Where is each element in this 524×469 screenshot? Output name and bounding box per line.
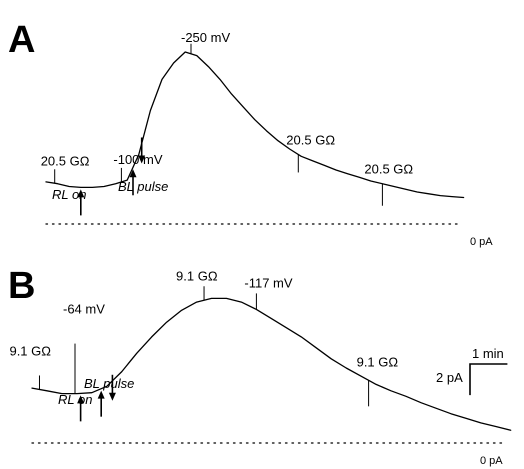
scale-bar-time-label: 1 min — [472, 346, 504, 361]
panel-b-current-trace — [31, 297, 512, 431]
panel-b-letter: B — [8, 265, 35, 307]
panel-a: A 20.5 GΩ -100 mV -250 mV 20.5 GΩ 20.5 GΩ 0 … — [8, 19, 493, 248]
panel-a-rl-on-label: RL on — [52, 187, 86, 202]
panel-a-annotation-label: 20.5 GΩ — [41, 153, 90, 168]
panel-a-bl-pulse-label: BL pulse — [118, 179, 168, 194]
panel-b-stimulus-arrow-up — [97, 390, 105, 417]
panel-b: B 9.1 GΩ -64 mV 9.1 GΩ -117 mV 9.1 GΩ 0 pA R… — [8, 265, 512, 467]
panel-b-annotation-label: 9.1 GΩ — [9, 343, 51, 358]
scale-bar-lines — [469, 363, 508, 396]
panel-a-current-trace — [45, 51, 465, 199]
panel-a-stimulus-arrow-up — [129, 169, 137, 196]
panel-a-stimulus-arrow-down — [138, 137, 146, 164]
panel-b-zero-label: 0 pA — [480, 455, 503, 467]
panel-a-annotation-label: -250 mV — [181, 30, 230, 45]
panel-b-annotation-label: -117 mV — [244, 275, 292, 290]
panel-b-rl-on-label: RL on — [58, 392, 92, 407]
panel-b-annotation-label: 9.1 GΩ — [357, 354, 399, 369]
panel-b-annotation-label: 9.1 GΩ — [176, 268, 218, 283]
panel-a-stimulus-arrow-up — [77, 189, 85, 216]
panel-a-annotation-label: -100 mV — [113, 152, 162, 167]
panel-b-stimulus-arrow-up — [77, 395, 85, 422]
panel-a-letter: A — [8, 19, 35, 61]
panel-a-annotation-label: 20.5 GΩ — [364, 162, 413, 177]
panel-b-stimulus-arrow-down — [108, 374, 116, 401]
scale-bar: 1 min 2 pA — [436, 346, 508, 396]
panel-b-bl-pulse-label: BL pulse — [84, 376, 134, 391]
panel-b-annotation-label: -64 mV — [63, 302, 105, 317]
panel-a-zero-label: 0 pA — [470, 236, 493, 248]
scale-bar-current-label: 2 pA — [436, 370, 463, 385]
panel-a-annotation-label: 20.5 GΩ — [286, 132, 335, 147]
